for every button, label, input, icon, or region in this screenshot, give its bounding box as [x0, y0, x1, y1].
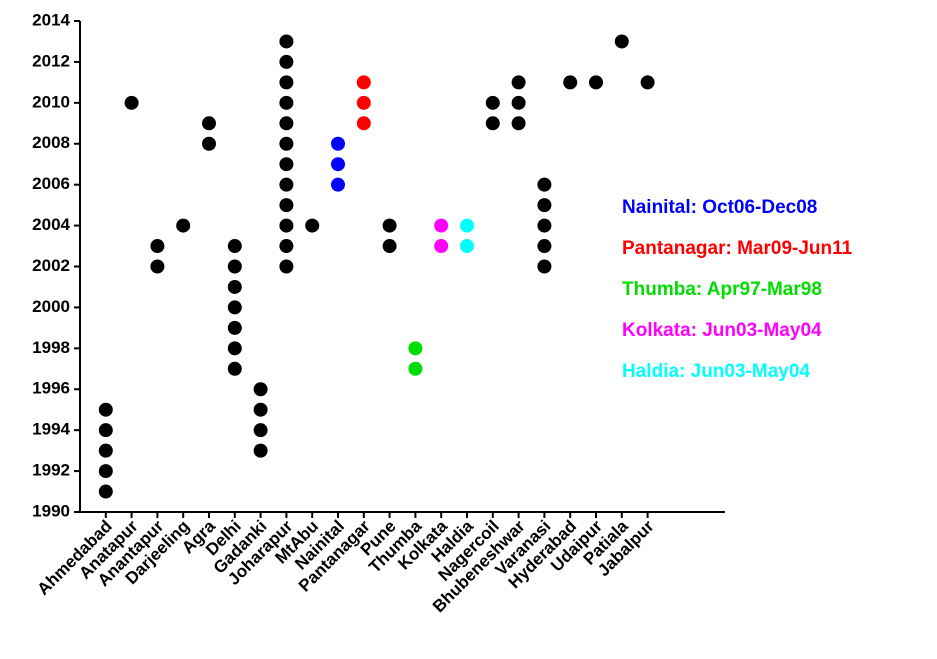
y-tick-label: 2004 — [32, 215, 70, 234]
y-tick-label: 2008 — [32, 133, 70, 152]
dot — [279, 54, 294, 69]
dot — [279, 34, 294, 49]
dot — [279, 239, 294, 254]
dot — [434, 218, 449, 233]
dot — [485, 116, 500, 131]
dot — [537, 177, 552, 192]
dot — [227, 320, 242, 335]
y-tick-label: 1994 — [32, 420, 70, 439]
dot — [227, 341, 242, 356]
dot — [589, 75, 603, 90]
dot — [202, 116, 216, 131]
dot — [537, 239, 552, 254]
dot — [537, 218, 552, 233]
dot — [614, 34, 629, 49]
dot — [331, 177, 345, 192]
y-tick-label: 1990 — [32, 501, 70, 520]
dot — [253, 382, 268, 397]
dot — [485, 95, 500, 110]
dot — [511, 75, 526, 90]
dot — [253, 423, 268, 438]
dot — [511, 116, 526, 131]
dot — [382, 218, 397, 233]
y-tick-label: 2010 — [32, 92, 70, 111]
dot — [279, 136, 294, 151]
annotation: Haldia: Jun03-May04 — [622, 361, 810, 382]
dot — [253, 402, 268, 417]
dot — [511, 95, 526, 110]
dot — [279, 116, 294, 131]
dot — [279, 75, 294, 90]
dot — [202, 136, 216, 151]
y-tick-label: 2006 — [32, 174, 70, 193]
dot — [227, 279, 242, 294]
dot — [279, 177, 294, 192]
dot — [460, 239, 474, 254]
dot — [279, 259, 294, 274]
y-tick-label: 1998 — [32, 338, 70, 357]
dot — [537, 198, 552, 213]
y-tick-label: 2012 — [32, 51, 70, 70]
dot — [408, 341, 423, 356]
dot — [124, 95, 139, 110]
dot — [176, 218, 191, 233]
annotation: Pantanagar: Mar09-Jun11 — [622, 238, 853, 259]
dot — [279, 157, 294, 172]
dot — [150, 239, 165, 254]
annotation: Kolkata: Jun03-May04 — [622, 320, 822, 341]
dot — [331, 136, 345, 151]
dot — [227, 300, 242, 315]
dot — [227, 239, 242, 254]
dot — [537, 259, 552, 274]
y-tick-label: 2000 — [32, 297, 70, 316]
y-tick-label: 1992 — [32, 461, 70, 480]
dot — [356, 75, 371, 90]
dot — [408, 361, 423, 376]
annotation: Thumba: Apr97-Mar98 — [622, 279, 822, 300]
dot — [150, 259, 165, 274]
dot — [98, 443, 113, 458]
dot — [98, 402, 113, 417]
dot — [98, 423, 113, 438]
dot — [563, 75, 578, 90]
dot — [382, 239, 397, 254]
dot — [356, 95, 371, 110]
dot — [227, 259, 242, 274]
annotation: Nainital: Oct06-Dec08 — [622, 197, 817, 218]
y-tick-label: 2014 — [32, 10, 70, 29]
dot — [279, 198, 294, 213]
dot — [98, 484, 113, 499]
dot — [98, 464, 113, 479]
dot — [305, 218, 320, 233]
dot — [279, 95, 294, 110]
y-tick-label: 1996 — [32, 379, 70, 398]
dot — [640, 75, 655, 90]
dot — [331, 157, 345, 172]
dot — [253, 443, 268, 458]
dot — [356, 116, 371, 131]
dot — [460, 218, 474, 233]
dot — [227, 361, 242, 376]
y-tick-label: 2002 — [32, 256, 70, 275]
dot — [279, 218, 294, 233]
dot — [434, 239, 449, 254]
